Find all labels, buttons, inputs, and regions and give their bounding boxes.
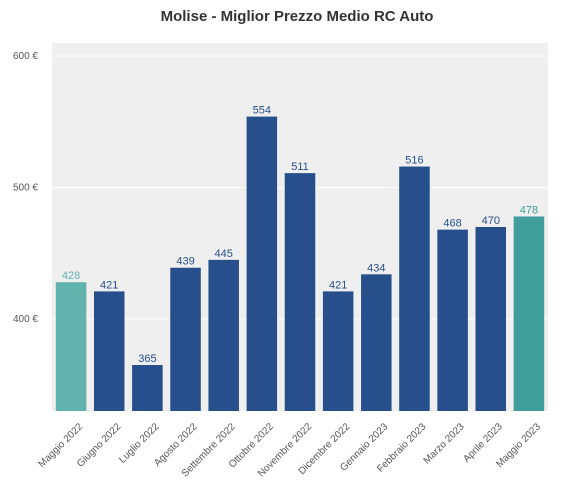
data-label: 511 <box>291 161 309 173</box>
bar <box>475 227 507 411</box>
bar <box>513 216 545 411</box>
data-label: 439 <box>176 256 194 268</box>
data-label: 516 <box>405 155 423 167</box>
data-label: 421 <box>329 279 347 291</box>
data-label: 468 <box>443 218 461 230</box>
chart-title: Molise - Miglior Prezzo Medio RC Auto <box>160 8 434 25</box>
bar <box>208 259 239 411</box>
y-tick-label: 600 € <box>13 51 38 62</box>
bar <box>399 166 430 411</box>
data-label: 478 <box>520 204 538 216</box>
x-tick-label: Marzo 2023 <box>422 421 467 466</box>
y-tick-label: 400 € <box>13 314 38 325</box>
bar <box>322 291 354 411</box>
data-label: 554 <box>253 105 271 117</box>
data-label: 428 <box>62 270 80 282</box>
bar <box>55 282 87 411</box>
bar <box>93 291 125 411</box>
bar <box>246 116 278 411</box>
bar <box>284 173 316 411</box>
bar <box>170 267 201 411</box>
bar <box>437 229 468 411</box>
y-tick-label: 500 € <box>13 183 38 194</box>
data-label: 365 <box>138 353 156 365</box>
data-label: 421 <box>100 279 118 291</box>
data-label: 434 <box>367 262 385 274</box>
data-label: 470 <box>482 215 500 227</box>
bar <box>361 274 392 411</box>
data-label: 445 <box>215 248 233 260</box>
bar <box>132 365 163 411</box>
